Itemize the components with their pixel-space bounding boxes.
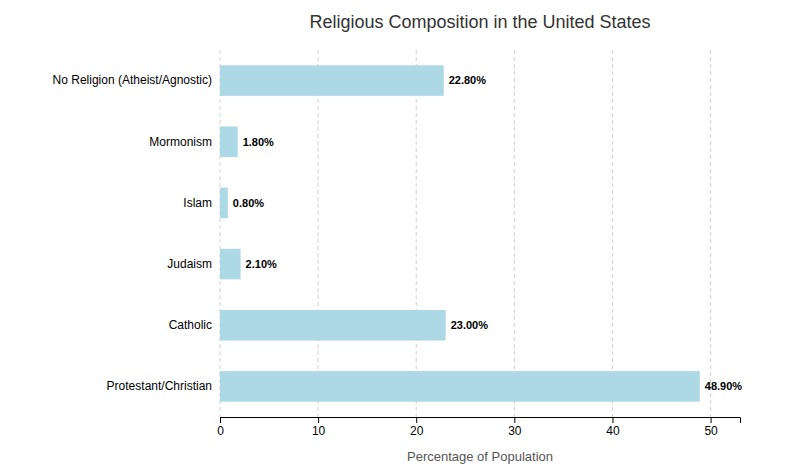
grid-line (710, 50, 711, 417)
bar (220, 310, 446, 341)
bars (220, 65, 700, 401)
data-label: 48.90% (705, 380, 743, 392)
x-tick-label: 40 (606, 424, 620, 438)
plot-area: 48.90% 23.00% 2.10% 0.80% 1.80% 22.80% 0 10 20 30… (53, 50, 743, 438)
y-tick-label: Catholic (169, 318, 212, 332)
grid (220, 50, 711, 417)
chart-svg: 48.90% 23.00% 2.10% 0.80% 1.80% 22.80% 0 10 20 30… (0, 0, 800, 475)
bar (220, 249, 241, 280)
y-tick-label: Mormonism (149, 135, 212, 149)
y-tick-label: Islam (183, 196, 212, 210)
data-label: 0.80% (233, 197, 264, 209)
chart-container: 48.90% 23.00% 2.10% 0.80% 1.80% 22.80% 0 10 20 30… (0, 0, 800, 475)
x-tick: 30 (508, 417, 522, 438)
y-tick: Catholic (169, 318, 220, 332)
x-tick-label: 30 (508, 424, 522, 438)
bar (220, 126, 238, 157)
y-tick-label: Protestant/Christian (107, 379, 212, 393)
y-axis: Protestant/Christian Catholic Judaism Islam… (53, 73, 220, 393)
x-tick-mark (318, 417, 319, 423)
data-label: 2.10% (246, 258, 277, 270)
data-label: 1.80% (243, 136, 274, 148)
x-axis-title: Percentage of Population (407, 449, 553, 464)
y-tick-label: No Religion (Atheist/Agnostic) (53, 73, 212, 87)
bar (220, 65, 444, 96)
grid-line (416, 50, 417, 417)
x-tick: 0 (217, 417, 224, 438)
x-tick-mark (220, 417, 221, 423)
x-tick-label: 50 (704, 424, 718, 438)
y-tick: Mormonism (149, 135, 220, 149)
y-tick: Judaism (167, 257, 220, 271)
x-tick-mark (711, 417, 712, 423)
grid-line (318, 50, 319, 417)
x-tick-mark (416, 417, 417, 423)
y-tick: Islam (183, 196, 220, 210)
bar (220, 371, 700, 402)
data-labels: 48.90% 23.00% 2.10% 0.80% 1.80% 22.80% (233, 74, 742, 392)
x-tick-label: 0 (217, 424, 224, 438)
x-axis-line (221, 418, 741, 424)
x-tick: 10 (312, 417, 326, 438)
x-tick-mark (612, 417, 613, 423)
x-tick: 20 (410, 417, 424, 438)
x-tick-mark (514, 417, 515, 423)
x-tick: 40 (606, 417, 620, 438)
x-axis: 0 10 20 30 40 50 (217, 417, 740, 438)
data-label: 23.00% (451, 319, 489, 331)
y-tick-label: Judaism (167, 257, 212, 271)
x-tick: 50 (704, 417, 718, 438)
y-tick: Protestant/Christian (107, 379, 220, 393)
data-label: 22.80% (449, 74, 487, 86)
chart-title: Religious Composition in the United Stat… (309, 12, 650, 32)
grid-line (514, 50, 515, 417)
x-tick-label: 20 (410, 424, 424, 438)
grid-line (612, 50, 613, 417)
bar (220, 188, 228, 219)
x-tick-label: 10 (312, 424, 326, 438)
grid-line (220, 50, 221, 417)
y-tick: No Religion (Atheist/Agnostic) (53, 73, 220, 87)
